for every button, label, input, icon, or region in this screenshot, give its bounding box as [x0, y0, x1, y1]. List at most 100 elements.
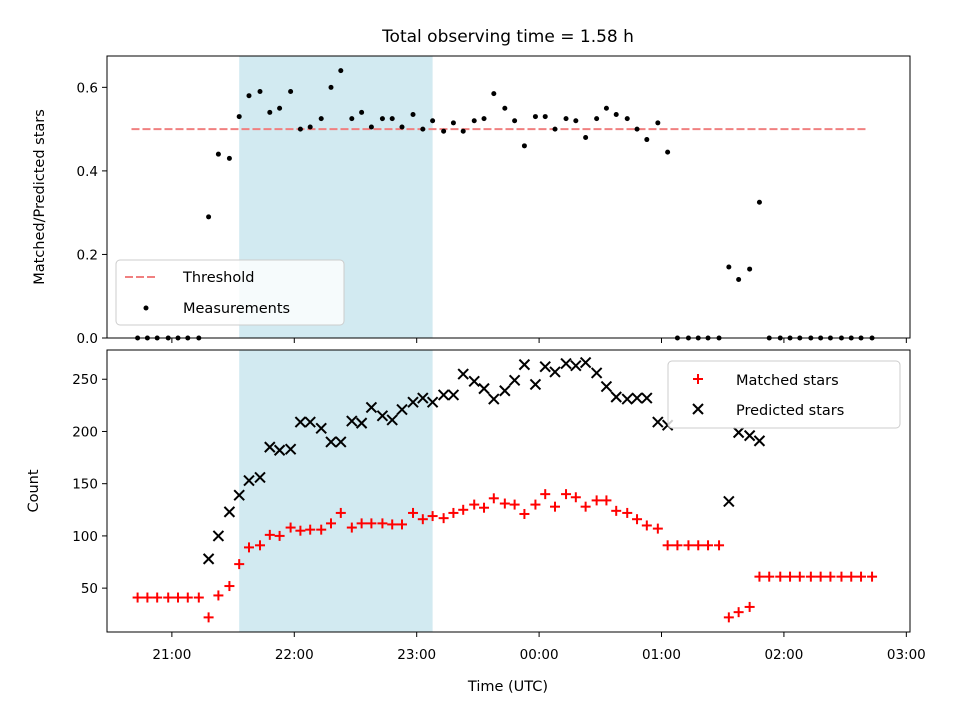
measurement-point	[747, 266, 753, 272]
measurement-point	[573, 118, 579, 124]
measurement-point	[481, 116, 487, 122]
matched-stars-point	[754, 571, 765, 582]
predicted-stars-point	[426, 396, 439, 408]
count-plot-frame	[106, 349, 911, 633]
predicted-stars-point	[243, 474, 255, 487]
predicted-stars-point	[457, 368, 469, 380]
matched-stars-point	[142, 592, 153, 603]
predicted-stars-point	[539, 361, 551, 373]
measurement-point	[215, 151, 221, 157]
predicted-stars-point	[570, 359, 582, 372]
predicted-stars-point	[376, 410, 389, 422]
predicted-stars-point	[202, 553, 215, 565]
measurement-point	[594, 116, 600, 122]
measurement-point	[491, 91, 497, 97]
matched-stars-point	[255, 540, 266, 551]
matched-stars-point	[856, 571, 867, 582]
predicted-stars-point	[631, 392, 643, 404]
matched-stars-point	[417, 514, 428, 525]
matched-stars-point	[326, 518, 337, 529]
matched-stars-point	[172, 592, 183, 603]
matched-stars-point	[611, 505, 622, 516]
matched-stars-point	[580, 501, 591, 512]
ratio-plot-frame	[106, 55, 911, 339]
matched-stars-point	[703, 540, 714, 551]
matched-stars-point	[346, 522, 357, 533]
matched-stars-point	[744, 601, 755, 612]
matched-stars-point	[448, 507, 459, 518]
measurement-point	[328, 84, 334, 90]
predicted-stars-point	[212, 530, 225, 542]
measurement-point	[644, 137, 650, 143]
x-tick-label: 01:00	[642, 647, 681, 663]
predicted-stars-point	[264, 441, 276, 453]
count-x-axis: 21:00 22:00 23:00 00:00 01:00 02:00 03:00	[152, 632, 926, 663]
matched-stars-point	[274, 530, 285, 541]
matched-stars-point	[683, 540, 694, 551]
predicted-stars-point	[447, 389, 460, 401]
count-y-axis: 50 100 150 200 250	[72, 372, 107, 597]
predicted-stars-point	[641, 392, 653, 404]
matched-stars-point	[805, 571, 816, 582]
predicted-stars-point	[315, 422, 327, 435]
matched-stars-point	[335, 507, 346, 518]
ratio-legend-box	[115, 259, 345, 326]
measurement-point	[389, 116, 395, 122]
predicted-stars-point	[294, 416, 307, 428]
matched-stars-point	[152, 592, 163, 603]
predicted-stars-point	[499, 385, 511, 397]
measurement-point	[521, 143, 527, 149]
x-tick-label: 02:00	[764, 647, 803, 663]
measurement-point	[634, 126, 640, 132]
measurement-point	[441, 128, 447, 134]
predicted-legend-swatch	[692, 403, 704, 415]
matched-stars-point	[264, 529, 275, 540]
predicted-stars-point	[407, 396, 419, 408]
predicted-stars-point	[437, 389, 450, 401]
predicted-stars-point	[590, 367, 603, 379]
matched-stars-point	[316, 524, 327, 535]
matched-stars-point	[764, 571, 775, 582]
matched-stars-point	[714, 540, 725, 551]
matched-stars-point	[499, 498, 510, 509]
matched-stars-point	[836, 571, 847, 582]
predicted-stars-point	[365, 401, 378, 414]
measurements-legend-label: Measurements	[183, 301, 290, 317]
matched-stars-point	[366, 518, 377, 529]
y-tick-label: 0.4	[77, 164, 98, 180]
matched-stars-point	[397, 519, 408, 530]
y-tick-label: 250	[72, 372, 98, 388]
predicted-legend-label: Predicted stars	[736, 403, 844, 419]
count-y-axis-label: Count	[26, 469, 42, 512]
matched-stars-point	[601, 495, 612, 506]
measurement-point	[277, 105, 283, 111]
matched-stars-point	[519, 508, 530, 519]
matched-stars-point	[561, 489, 572, 500]
matched-stars-point	[479, 502, 490, 513]
count-legend-box	[667, 360, 901, 429]
measurement-point	[471, 118, 477, 124]
measurement-point	[583, 134, 589, 140]
measurement-point	[430, 118, 436, 124]
matched-stars-point	[775, 571, 786, 582]
matched-stars-point	[305, 524, 316, 535]
matched-stars-point	[662, 540, 673, 551]
y-tick-label: 150	[72, 477, 98, 493]
y-tick-label: 200	[72, 424, 98, 440]
count-marks	[132, 356, 878, 623]
matched-stars-point	[295, 525, 306, 536]
predicted-stars-point	[600, 380, 613, 393]
ratio-legend: Threshold Measurements	[115, 259, 345, 326]
threshold-legend-label: Threshold	[182, 270, 254, 286]
matched-stars-point	[672, 540, 683, 551]
measurement-point	[288, 89, 294, 95]
predicted-stars-point	[273, 444, 286, 456]
measurement-point	[542, 114, 548, 120]
measurement-point	[318, 116, 324, 122]
predicted-stars-point	[560, 357, 572, 370]
predicted-stars-point	[610, 391, 622, 403]
y-tick-label: 0.2	[77, 247, 98, 263]
measurement-point	[267, 109, 273, 115]
